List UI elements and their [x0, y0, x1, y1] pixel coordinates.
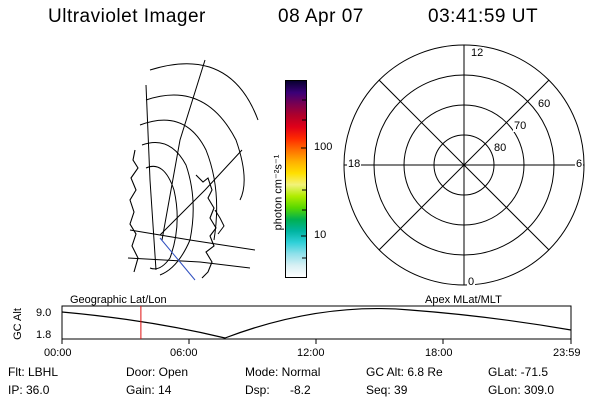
info-glon: GLon: 309.0: [488, 383, 555, 397]
polar-label-70: 70: [513, 120, 528, 132]
info-dsp-value: -8.2: [290, 383, 311, 397]
colorbar-tick-100: 100: [314, 141, 333, 153]
info-glat: GLat: -71.5: [488, 365, 549, 379]
info-flt: Flt: LBHL: [8, 365, 59, 379]
geographic-label: Geographic Lat/Lon: [70, 294, 167, 306]
xtick-0000: 00:00: [44, 347, 72, 359]
colorbar-label: photon cm⁻²s⁻¹: [272, 154, 285, 231]
info-gc-alt: GC Alt: 6.8 Re: [366, 365, 443, 379]
polar-label-60: 60: [537, 98, 552, 110]
xtick-1200: 12:00: [297, 347, 325, 359]
info-seq: Seq: 39: [366, 383, 408, 397]
polar-label-80: 80: [493, 142, 508, 154]
info-door: Door: Open: [126, 365, 189, 379]
altitude-ymax: 9.0: [36, 307, 52, 319]
colorbar-tick-10: 10: [314, 229, 327, 241]
time-label: 03:41:59 UT: [428, 6, 539, 27]
info-dsp-label: Dsp:: [245, 383, 270, 397]
polar-label-0: 0: [467, 276, 476, 288]
info-gain: Gain: 14: [126, 383, 172, 397]
info-ip: IP: 36.0: [8, 383, 50, 397]
color-bar: [285, 80, 307, 278]
info-mode: Mode: Normal: [245, 365, 321, 379]
altitude-ylabel: GC Alt: [12, 308, 24, 340]
date-label: 08 Apr 07: [278, 6, 364, 27]
polar-label-6: 6: [575, 158, 584, 170]
polar-label-12: 12: [470, 47, 485, 59]
xtick-1800: 18:00: [425, 347, 453, 359]
polar-label-18: 18: [347, 158, 362, 170]
altitude-ymin: 1.8: [36, 329, 52, 341]
xtick-2359: 23:59: [553, 347, 581, 359]
app-title: Ultraviolet Imager: [48, 6, 206, 27]
apex-label: Apex MLat/MLT: [425, 294, 502, 306]
xtick-0600: 06:00: [170, 347, 198, 359]
